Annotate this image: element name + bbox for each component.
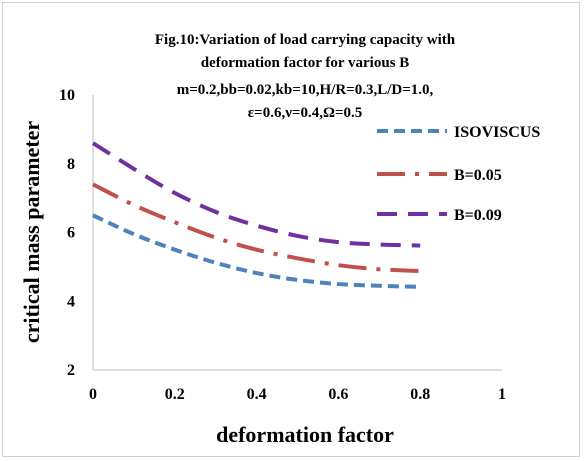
y-tick-label: 2 <box>67 362 75 379</box>
y-tick-label: 8 <box>67 156 75 173</box>
series-line-3 <box>91 141 421 248</box>
series-lines <box>91 141 421 289</box>
series-line-2 <box>92 182 421 273</box>
y-tick-labels: 2 4 6 8 10 <box>59 87 75 379</box>
title-line-1: Fig.10:Variation of load carrying capaci… <box>155 32 456 48</box>
chart-title: Fig.10:Variation of load carrying capaci… <box>155 32 456 121</box>
x-tick-labels: 0 0.2 0.4 0.6 0.8 1 <box>89 386 506 403</box>
x-tick-label: 0 <box>89 386 97 403</box>
x-tick-label: 0.2 <box>165 386 185 403</box>
y-tick-label: 6 <box>67 225 75 242</box>
y-axis-label: critical mass parameter <box>19 121 44 344</box>
legend-label-3: B=0.09 <box>454 207 502 224</box>
x-tick-label: 0.8 <box>410 386 430 403</box>
x-tick-label: 1 <box>498 386 506 403</box>
legend-label-2: B=0.05 <box>454 167 502 184</box>
y-tick-label: 4 <box>67 293 75 310</box>
x-tick-label: 0.6 <box>328 386 348 403</box>
x-tick-label: 0.4 <box>247 386 267 403</box>
series-line-1 <box>92 213 421 289</box>
legend-label-1: ISOVISCUS <box>454 124 540 141</box>
legend: ISOVISCUS B=0.05 B=0.09 <box>377 124 540 224</box>
x-axis-label: deformation factor <box>216 422 394 447</box>
chart-frame <box>2 2 580 457</box>
y-tick-label: 10 <box>59 87 75 104</box>
title-line-4: ε=0.6,ν=0.4,Ω=0.5 <box>248 105 363 121</box>
title-line-3: m=0.2,bb=0.02,kb=10,H/R=0.3,L/D=1.0, <box>177 82 434 98</box>
title-line-2: deformation factor for various B <box>201 55 410 71</box>
